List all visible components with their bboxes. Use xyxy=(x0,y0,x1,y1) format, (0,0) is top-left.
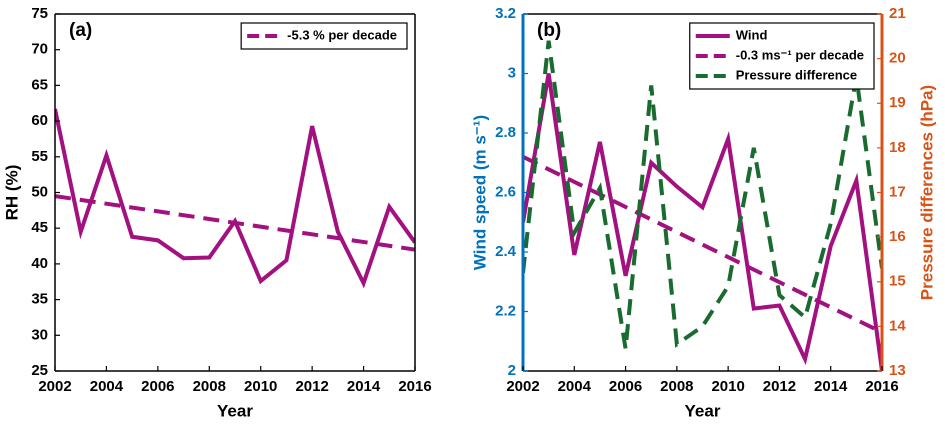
y2-tick-label: 20 xyxy=(889,50,906,67)
legend-label: -5.3 % per decade xyxy=(287,27,397,42)
y-tick-label: 70 xyxy=(31,41,48,58)
y2-tick-label: 17 xyxy=(889,183,906,200)
y2-tick-label: 18 xyxy=(889,139,906,156)
y2-tick-label: 19 xyxy=(889,94,906,111)
x-tick-label: 2006 xyxy=(609,378,642,395)
y-tick-label: 2 xyxy=(508,362,516,379)
x-axis-title: Year xyxy=(685,401,721,420)
x-tick-label: 2012 xyxy=(295,378,328,395)
legend-label: Pressure difference xyxy=(736,67,857,82)
x-tick-label: 2008 xyxy=(660,378,693,395)
x-axis-title: Year xyxy=(217,401,253,420)
x-tick-label: 2014 xyxy=(347,378,381,395)
x-tick-label: 2002 xyxy=(506,378,539,395)
panel-label: (a) xyxy=(69,20,92,41)
x-tick-label: 2002 xyxy=(38,378,71,395)
y-tick-label: 3.2 xyxy=(495,5,516,22)
y-tick-label: 55 xyxy=(31,148,48,165)
y-tick-label: 50 xyxy=(31,183,48,200)
x-tick-label: 2012 xyxy=(763,378,796,395)
y-tick-label: 2.8 xyxy=(495,124,516,141)
y2-tick-label: 13 xyxy=(889,362,906,379)
y-tick-label: 30 xyxy=(31,326,48,343)
x-tick-label: 2004 xyxy=(558,378,592,395)
y2-tick-label: 14 xyxy=(889,317,906,334)
series-line xyxy=(523,73,882,371)
y2-tick-label: 15 xyxy=(889,273,906,290)
y-axis-title: Wind speed (m s⁻¹) xyxy=(470,115,489,270)
legend-label: Wind xyxy=(736,27,768,42)
y-tick-label: 35 xyxy=(31,291,48,308)
y-tick-label: 65 xyxy=(31,76,48,93)
x-tick-label: 2016 xyxy=(865,378,898,395)
y2-tick-label: 21 xyxy=(889,5,906,22)
y2-tick-label: 16 xyxy=(889,228,906,245)
legend: -5.3 % per decade xyxy=(240,22,408,50)
x-tick-label: 2016 xyxy=(398,378,431,395)
series-line xyxy=(55,108,415,289)
x-tick-label: 2006 xyxy=(141,378,174,395)
y-tick-label: 60 xyxy=(31,112,48,129)
x-tick-label: 2010 xyxy=(244,378,277,395)
series-line xyxy=(523,40,882,350)
x-tick-label: 2014 xyxy=(814,378,848,395)
x-tick-label: 2004 xyxy=(90,378,124,395)
series-line xyxy=(55,194,415,252)
y-tick-label: 2.6 xyxy=(495,183,516,200)
y-tick-label: 25 xyxy=(31,362,48,379)
y-axis-title: RH (%) xyxy=(2,165,21,221)
x-tick-label: 2008 xyxy=(193,378,226,395)
panel-label: (b) xyxy=(537,20,561,41)
y-tick-label: 2.4 xyxy=(495,243,517,260)
y-tick-label: 3 xyxy=(508,64,516,81)
series-line xyxy=(523,155,882,335)
y-tick-label: 45 xyxy=(31,219,48,236)
y-tick-label: 2.2 xyxy=(495,302,516,319)
y-tick-label: 40 xyxy=(31,255,48,272)
y-tick-label: 75 xyxy=(31,5,48,22)
y2-axis-title: Pressure differences (hPa) xyxy=(917,85,936,300)
legend-label: -0.3 ms⁻¹ per decade xyxy=(736,47,864,62)
x-tick-label: 2010 xyxy=(711,378,744,395)
legend: Wind -0.3 ms⁻¹ per decade Pressure differe… xyxy=(689,22,875,90)
